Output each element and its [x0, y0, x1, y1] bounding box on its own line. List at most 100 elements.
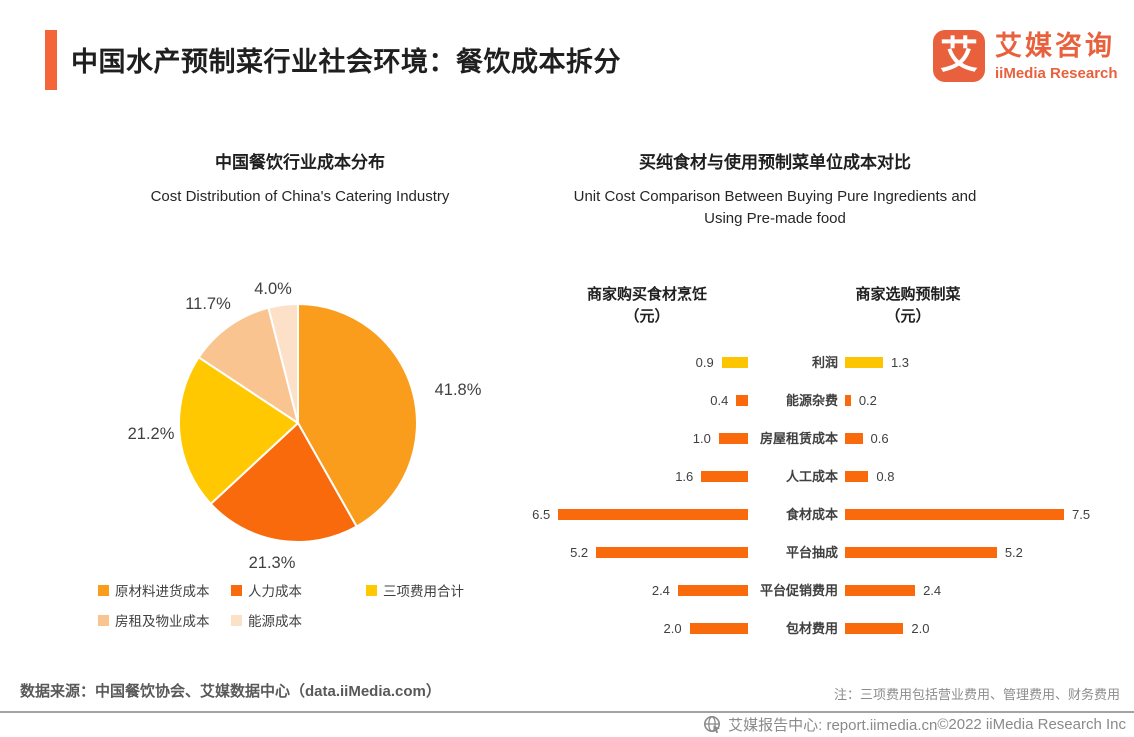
- tornado-subtitle-line1: Unit Cost Comparison Between Buying Pure…: [573, 188, 977, 205]
- tornado-category-0: 利润: [811, 355, 838, 370]
- tornado-row-5: 5.2 平台抽成 5.2: [528, 534, 1134, 572]
- tornado-category-3: 人工成本: [785, 469, 838, 484]
- tornado-category-6: 平台促销费用: [759, 583, 838, 598]
- pie-chart-title: 中国餐饮行业成本分布: [215, 153, 385, 172]
- tornado-chart-subtitle: Unit Cost Comparison Between Buying Pure…: [545, 186, 1005, 230]
- tornado-right-value-1: 0.2: [858, 393, 877, 408]
- pie-value-label-1: 21.3%: [249, 554, 296, 572]
- tornado-left-series-header: 商家购买食材烹饪 （元）: [586, 286, 707, 325]
- pie-value-label-3: 11.7%: [185, 295, 231, 313]
- tornado-left-value-5: 5.2: [570, 545, 589, 560]
- tornado-right-bar-0: [845, 357, 883, 368]
- legend-swatch-1: [231, 584, 242, 596]
- title-accent-bar: [45, 30, 57, 90]
- tornado-right-bar-2: [845, 433, 863, 444]
- tornado-row-2: 1.0 房屋租赁成本 0.6: [528, 420, 1134, 458]
- tornado-left-value-2: 1.0: [692, 431, 711, 446]
- legend-item-4: 能源成本: [231, 612, 302, 629]
- tornado-chart: 0.9 利润 1.3 0.4 能源杂费 0.2 1.0 房屋租赁成本 0.6 1.6 人工成本 0.8…: [528, 344, 1134, 650]
- tornado-left-value-6: 2.4: [651, 583, 670, 598]
- legend-item-0: 原材料进货成本: [98, 582, 210, 599]
- tornado-chart-header: 买纯食材与使用预制菜单位成本对比 Unit Cost Comparison Be…: [545, 148, 1005, 230]
- tornado-right-value-2: 0.6: [870, 431, 889, 446]
- tornado-row-3: 1.6 人工成本 0.8: [528, 458, 1134, 496]
- page-title: 中国水产预制菜行业社会环境：餐饮成本拆分: [71, 47, 621, 77]
- tornado-left-bar-3: [701, 471, 748, 482]
- pie-slice-4: [267, 303, 299, 424]
- tornado-right-value-5: 5.2: [1004, 545, 1023, 560]
- legend-label-2: 三项费用合计: [383, 584, 464, 599]
- tornado-right-value-6: 2.4: [923, 583, 942, 598]
- legend-swatch-3: [98, 614, 109, 626]
- tornado-left-value-1: 0.4: [710, 393, 729, 408]
- tornado-left-value-3: 1.6: [675, 469, 694, 484]
- tornado-chart-title: 买纯食材与使用预制菜单位成本对比: [639, 153, 911, 172]
- legend-item-2: 三项费用合计: [366, 582, 464, 599]
- tornado-right-bar-6: [845, 585, 916, 596]
- tornado-right-bar-1: [845, 395, 851, 406]
- tornado-right-value-3: 0.8: [876, 469, 895, 484]
- tornado-row-7: 2.0 包材费用 2.0: [528, 610, 1134, 648]
- footer: 艾媒报告中心: report.iimedia.cn ©2022 iiMedia …: [703, 714, 1126, 735]
- legend-label-3: 房租及物业成本: [115, 614, 210, 629]
- tornado-left-bar-2: [718, 433, 748, 444]
- pie-chart-header: 中国餐饮行业成本分布 Cost Distribution of China's …: [35, 148, 565, 208]
- tornado-right-value-7: 2.0: [911, 621, 930, 636]
- tornado-right-bar-4: [845, 509, 1064, 520]
- pie-legend: 原材料进货成本 人力成本 三项费用合计房租及物业成本 能源成本: [98, 582, 538, 644]
- tornado-left-value-0: 0.9: [695, 355, 714, 370]
- iimedia-logo: 艾 艾媒咨询 iiMedia Research: [933, 30, 1118, 82]
- legend-label-4: 能源成本: [248, 614, 302, 629]
- tornado-subtitle-line2: Using Pre-made food: [704, 210, 846, 227]
- pie-slice-3: [197, 306, 299, 424]
- pie-value-label-4: 4.0%: [254, 280, 292, 298]
- tornado-row-4: 6.5 食材成本 7.5: [528, 496, 1134, 534]
- tornado-row-0: 0.9 利润 1.3: [528, 344, 1134, 382]
- tornado-left-bar-5: [596, 547, 748, 558]
- footer-copyright: ©2022 iiMedia Research Inc: [937, 716, 1126, 733]
- tornado-left-value-7: 2.0: [663, 621, 682, 636]
- legend-label-0: 原材料进货成本: [115, 584, 210, 599]
- iimedia-logo-icon: 艾: [933, 30, 985, 82]
- footer-divider: [0, 711, 1134, 713]
- tornado-left-bar-4: [558, 509, 748, 520]
- pie-value-label-2: 21.2%: [128, 425, 175, 443]
- legend-swatch-0: [98, 584, 109, 596]
- pie-chart-subtitle: Cost Distribution of China's Catering In…: [150, 188, 450, 205]
- tornado-right-value-4: 7.5: [1072, 507, 1091, 522]
- tornado-category-5: 平台抽成: [785, 545, 838, 560]
- tornado-right-value-0: 1.3: [890, 355, 910, 370]
- legend-swatch-4: [231, 614, 242, 626]
- pie-chart: 41.8% 21.3% 21.2% 11.7% 4.0%: [128, 280, 482, 572]
- tornado-category-7: 包材费用: [785, 621, 838, 636]
- globe-cursor-icon: [703, 715, 722, 734]
- tornado-left-bar-0: [721, 357, 748, 368]
- pie-slice-0: [297, 303, 418, 528]
- tornado-left-bar-7: [689, 623, 748, 634]
- tornado-category-2: 房屋租赁成本: [759, 431, 838, 446]
- logo-glyph: 艾: [939, 35, 978, 77]
- logo-name-en: iiMedia Research: [995, 64, 1118, 82]
- legend-item-1: 人力成本: [231, 582, 302, 599]
- legend-label-1: 人力成本: [248, 584, 302, 599]
- tornado-right-bar-3: [845, 471, 869, 482]
- tornado-row-1: 0.4 能源杂费 0.2: [528, 382, 1134, 420]
- data-source-text: 数据来源：中国餐饮协会、艾媒数据中心（data.iiMedia.com）: [20, 683, 441, 700]
- tornado-category-4: 食材成本: [785, 507, 838, 522]
- footer-report-center: 艾媒报告中心: report.iimedia.cn: [728, 717, 938, 734]
- legend-item-3: 房租及物业成本: [98, 612, 210, 629]
- legend-swatch-2: [366, 584, 377, 596]
- tornado-right-bar-5: [845, 547, 997, 558]
- tornado-row-6: 2.4 平台促销费用 2.4: [528, 572, 1134, 610]
- tornado-right-series-header: 商家选购预制菜 （元）: [855, 286, 961, 325]
- pie-slice-2: [178, 356, 299, 505]
- pie-slice-1: [209, 422, 358, 543]
- tornado-category-1: 能源杂费: [785, 393, 838, 408]
- logo-name-cn: 艾媒咨询: [995, 31, 1115, 61]
- tornado-right-bar-7: [845, 623, 904, 634]
- tornado-left-bar-1: [736, 395, 748, 406]
- tornado-left-bar-6: [677, 585, 748, 596]
- pie-value-label-0: 41.8%: [435, 381, 482, 399]
- footnote-text: 注：三项费用包括营业费用、管理费用、财务费用: [833, 687, 1120, 702]
